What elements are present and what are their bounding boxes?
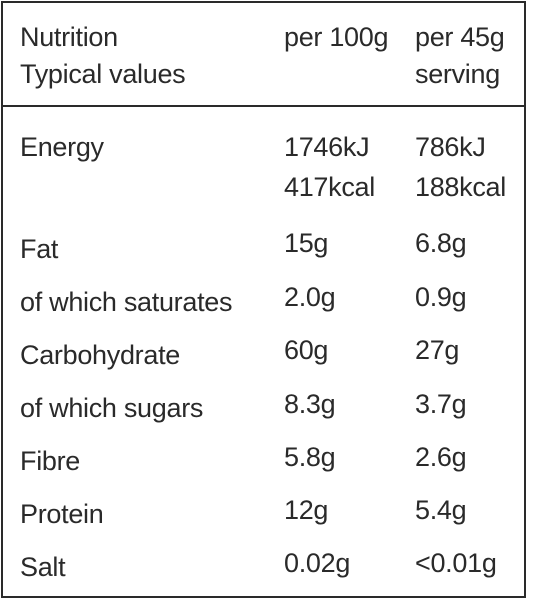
cell-per-serving: 0.9g <box>415 282 467 312</box>
cell-per-100g: 15g <box>284 228 329 258</box>
cell-per-100g: 5.8g <box>284 442 336 472</box>
cell-per-100g-kcal: 417kcal <box>284 172 375 202</box>
cell-per-serving: 786kJ <box>415 132 486 162</box>
row-label: Energy <box>20 132 104 162</box>
cell-per-serving: 2.6g <box>415 442 467 472</box>
cell-per-serving: <0.01g <box>415 548 497 578</box>
nutrition-table: Nutrition Typical values per 100g per 45… <box>1 1 526 598</box>
row-label: of which sugars <box>20 393 204 423</box>
header-title: Nutrition <box>20 22 118 52</box>
header-subtitle: Typical values <box>20 59 186 89</box>
column-header-per-100g: per 100g <box>284 22 389 52</box>
cell-per-100g: 0.02g <box>284 548 351 578</box>
cell-per-serving: 3.7g <box>415 389 467 419</box>
table-header: Nutrition Typical values per 100g per 45… <box>3 3 524 107</box>
cell-per-serving: 6.8g <box>415 228 467 258</box>
column-header-per-serving: per 45g <box>415 22 505 52</box>
cell-per-100g: 12g <box>284 495 329 525</box>
row-label: Protein <box>20 499 104 529</box>
cell-per-serving-kcal: 188kcal <box>415 172 506 202</box>
cell-per-100g: 1746kJ <box>284 132 370 162</box>
row-label: Salt <box>20 552 66 582</box>
column-header-per-serving-line2: serving <box>415 59 500 89</box>
cell-per-serving: 27g <box>415 335 460 365</box>
cell-per-100g: 60g <box>284 335 329 365</box>
cell-per-100g: 8.3g <box>284 389 336 419</box>
row-label: of which saturates <box>20 287 233 317</box>
row-label: Fat <box>20 234 59 264</box>
row-label: Fibre <box>20 446 81 476</box>
cell-per-100g: 2.0g <box>284 282 336 312</box>
row-label: Carbohydrate <box>20 340 180 370</box>
cell-per-serving: 5.4g <box>415 495 467 525</box>
